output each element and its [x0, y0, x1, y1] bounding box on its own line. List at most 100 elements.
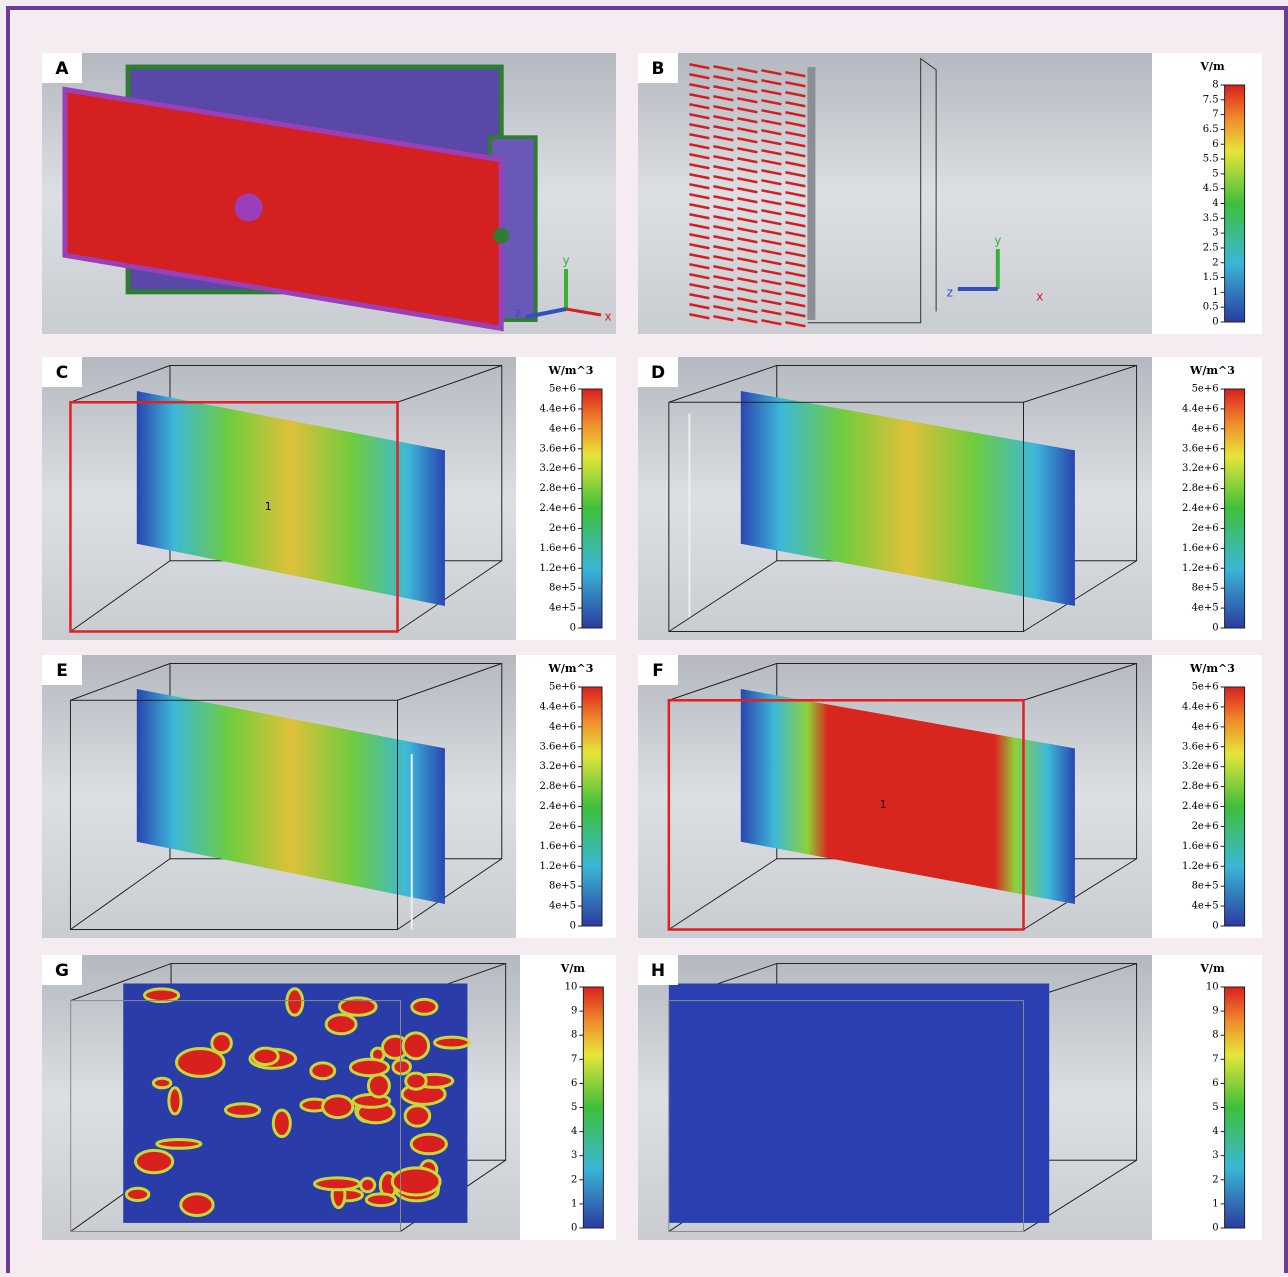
colorbar-tick-label: 5e+6 — [1192, 682, 1219, 693]
colorbar — [1225, 987, 1245, 1228]
panel: DW/m^35e+64.4e+64e+63.6e+63.2e+62.8e+62.… — [638, 357, 1262, 640]
colorbar-tick-label: 0 — [570, 921, 576, 932]
colorbar-tick-label: 5 — [1212, 168, 1218, 179]
colorbar-tick-label: 4 — [1212, 1126, 1218, 1137]
hot-spot — [366, 1194, 395, 1206]
hot-spot — [136, 1150, 173, 1172]
colorbar-tick-label: 3.2e+6 — [1182, 761, 1219, 772]
colorbar-tick-label: 2e+6 — [549, 821, 576, 832]
colorbar-tick-label: 1 — [1212, 287, 1218, 298]
hot-spot — [361, 1178, 375, 1191]
colorbar-tick-label: 4.5 — [1203, 183, 1219, 194]
colorbar-tick-label: 3.6e+6 — [539, 443, 576, 454]
panel: GV/m109876543210 — [42, 955, 616, 1240]
colorbar-tick-label: 0.5 — [1203, 302, 1219, 313]
colorbar-tick-label: 4.4e+6 — [539, 403, 576, 414]
hot-spot — [411, 1134, 446, 1154]
panel: ByzxV/m87.576.565.554.543.532.521.510.50 — [638, 53, 1262, 334]
colorbar-tick-label: 7 — [571, 1054, 577, 1065]
axis-label: x — [604, 310, 611, 324]
colorbar-tick-label: 3.6e+6 — [539, 741, 576, 752]
axis-label: y — [562, 254, 569, 268]
colorbar-unit: V/m — [1199, 60, 1225, 73]
colorbar-unit: W/m^3 — [548, 662, 594, 675]
panel-label: C — [56, 363, 68, 383]
hot-spot — [403, 1033, 428, 1059]
colorbar-tick-label: 3 — [571, 1150, 577, 1161]
colorbar-tick-label: 1.2e+6 — [1182, 563, 1219, 574]
colorbar-tick-label: 1.2e+6 — [539, 563, 576, 574]
hot-spot — [153, 1078, 171, 1088]
colorbar-tick-label: 1.2e+6 — [1182, 861, 1219, 872]
colorbar-tick-label: 3.2e+6 — [539, 463, 576, 474]
colorbar-tick-label: 2.8e+6 — [539, 781, 576, 792]
colorbar-tick-label: 8 — [1212, 1030, 1218, 1041]
colorbar-tick-label: 8e+5 — [1192, 583, 1219, 594]
colorbar-tick-label: 8 — [1212, 80, 1218, 91]
hot-spot — [126, 1188, 148, 1200]
panel-label: F — [652, 661, 664, 681]
colorbar-panel — [1152, 357, 1262, 640]
hot-spot — [393, 1060, 410, 1074]
colorbar-tick-label: 2 — [1212, 1174, 1218, 1185]
hot-spot — [435, 1037, 470, 1048]
colorbar-unit: V/m — [1199, 962, 1225, 975]
panel-label: G — [55, 961, 69, 981]
colorbar-tick-label: 0 — [1212, 921, 1218, 932]
colorbar-tick-label: 2e+6 — [549, 523, 576, 534]
colorbar — [1225, 389, 1245, 628]
colorbar-unit: W/m^3 — [548, 364, 594, 377]
hot-spot — [311, 1063, 335, 1079]
colorbar-tick-label: 2e+6 — [1192, 523, 1219, 534]
colorbar-tick-label: 2.4e+6 — [1182, 801, 1219, 812]
colorbar-tick-label: 0 — [571, 1223, 577, 1234]
colorbar-tick-label: 4e+5 — [1192, 603, 1219, 614]
colorbar-tick-label: 6 — [571, 1078, 577, 1089]
colorbar — [582, 389, 602, 628]
colorbar-tick-label: 0 — [1212, 317, 1218, 328]
colorbar-tick-label: 1 — [1212, 1198, 1218, 1209]
hot-spot — [326, 1015, 356, 1034]
colorbar-tick-label: 1.5 — [1203, 272, 1219, 283]
colorbar-tick-label: 3.2e+6 — [539, 761, 576, 772]
colorbar — [1225, 687, 1245, 926]
hot-spot — [323, 1096, 353, 1118]
colorbar-unit: V/m — [560, 962, 586, 975]
hot-spot — [144, 989, 178, 1002]
colorbar-tick-label: 1.6e+6 — [1182, 543, 1219, 554]
field-plane — [669, 984, 1049, 1223]
colorbar-tick-label: 5.5 — [1203, 154, 1219, 165]
panel: F1W/m^35e+64.4e+64e+63.6e+63.2e+62.8e+62… — [638, 655, 1262, 938]
colorbar-tick-label: 6 — [1212, 1078, 1218, 1089]
colorbar-tick-label: 4e+5 — [549, 901, 576, 912]
colorbar-panel — [1152, 955, 1262, 1240]
colorbar-tick-label: 3.6e+6 — [1182, 741, 1219, 752]
colorbar-tick-label: 2 — [571, 1174, 577, 1185]
colorbar-tick-label: 1.6e+6 — [539, 543, 576, 554]
hot-spot — [273, 1110, 290, 1136]
panel-label: A — [55, 59, 69, 79]
colorbar-tick-label: 9 — [1212, 1006, 1218, 1017]
hot-spot — [253, 1048, 278, 1064]
colorbar-tick-label: 5 — [1212, 1102, 1218, 1113]
colorbar-tick-label: 4e+5 — [549, 603, 576, 614]
colorbar-tick-label: 6 — [1212, 139, 1218, 150]
hot-spot — [157, 1140, 201, 1149]
panel: HV/m109876543210 — [638, 955, 1262, 1240]
colorbar-tick-label: 2.8e+6 — [1182, 781, 1219, 792]
colorbar-tick-label: 10 — [565, 982, 578, 993]
colorbar-tick-label: 4e+6 — [1192, 721, 1219, 732]
colorbar-tick-label: 9 — [571, 1006, 577, 1017]
hot-spot — [368, 1075, 389, 1098]
colorbar-panel — [1152, 655, 1262, 938]
axis-label: z — [515, 306, 521, 320]
axis-label: y — [994, 234, 1001, 248]
colorbar-tick-label: 2e+6 — [1192, 821, 1219, 832]
port — [493, 228, 509, 244]
colorbar-tick-label: 4e+6 — [549, 721, 576, 732]
colorbar-tick-label: 2.8e+6 — [539, 483, 576, 494]
colorbar-tick-label: 7.5 — [1203, 94, 1219, 105]
plate-shadow — [807, 67, 815, 320]
colorbar-tick-label: 2.5 — [1203, 242, 1219, 253]
colorbar-tick-label: 3.2e+6 — [1182, 463, 1219, 474]
